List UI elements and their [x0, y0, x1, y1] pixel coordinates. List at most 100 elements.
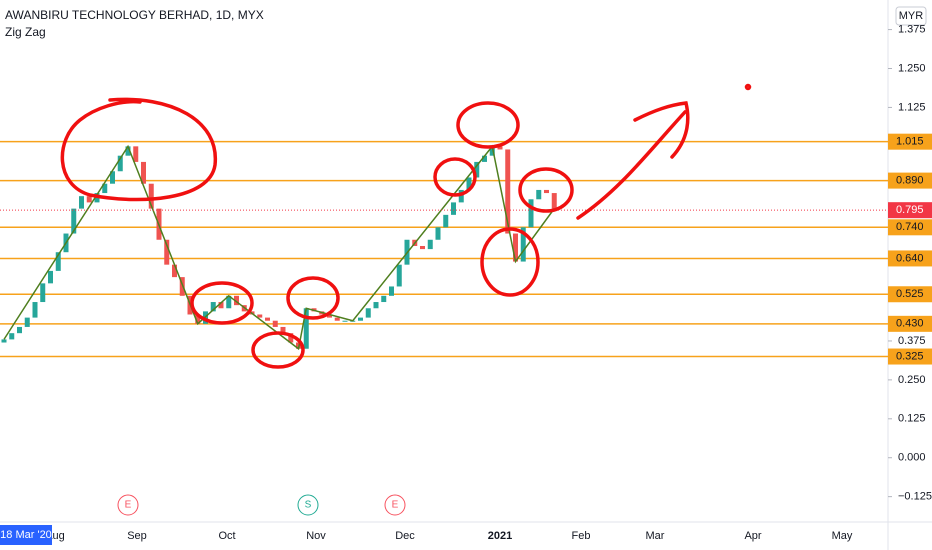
level-label: 1.015	[896, 136, 924, 148]
currency[interactable]: MYR	[899, 10, 924, 22]
candle	[420, 245, 425, 250]
candle	[358, 317, 363, 321]
candle	[327, 314, 332, 318]
candle	[489, 146, 495, 156]
y-tick-label: 1.125	[898, 101, 926, 113]
currency-box[interactable]	[895, 6, 927, 26]
y-tick-label: 0.375	[898, 335, 926, 347]
level-label: 0.740	[896, 221, 924, 233]
candle	[520, 227, 526, 262]
candle	[48, 270, 53, 284]
candle	[24, 317, 30, 327]
candle	[365, 308, 371, 318]
drawing	[480, 227, 540, 297]
date-badge-box	[0, 525, 52, 545]
candle	[303, 308, 309, 349]
chart-title: AWANBIRU TECHNOLOGY BERHAD, 1D, MYX	[5, 8, 264, 22]
candle	[544, 189, 549, 194]
x-tick-label: Oct	[218, 530, 235, 542]
y-tick-label: 0.000	[898, 452, 926, 464]
x-tick-label: Feb	[572, 530, 591, 542]
level-label: 0.640	[896, 252, 924, 264]
level-box	[888, 315, 932, 332]
y-tick-label: 0.250	[898, 374, 926, 386]
candle	[17, 326, 22, 334]
candle	[280, 326, 286, 334]
event-label: S	[305, 500, 312, 511]
drawing	[251, 331, 305, 369]
candle	[110, 171, 115, 184]
candle	[210, 302, 216, 312]
candle	[342, 320, 348, 322]
last-price-label: 0.795	[896, 204, 924, 216]
candle	[257, 314, 263, 318]
candle	[218, 302, 224, 309]
candle	[334, 317, 340, 321]
candle	[55, 252, 61, 271]
date-badge: 18 Mar '20	[0, 529, 52, 541]
hand-drawings	[60, 83, 752, 369]
event-label: E	[392, 500, 399, 511]
x-tick-label: Nov	[306, 530, 326, 542]
level-box	[888, 250, 932, 267]
candle	[125, 146, 131, 156]
x-tick-label: Mar	[646, 530, 665, 542]
x-tick-label: Apr	[744, 530, 761, 542]
candle	[482, 155, 487, 162]
candle	[1, 339, 7, 343]
candle	[474, 161, 480, 178]
candle	[141, 161, 146, 184]
candle	[102, 183, 108, 194]
candle	[272, 320, 278, 327]
drawing	[576, 101, 690, 220]
candle	[528, 199, 534, 228]
candle	[497, 146, 503, 150]
candle	[195, 314, 201, 324]
candle	[133, 146, 139, 162]
candle	[373, 302, 379, 309]
candle	[435, 227, 441, 240]
y-tick-label: 0.125	[898, 413, 926, 425]
candle	[71, 208, 77, 234]
candle	[226, 295, 232, 309]
candle	[234, 295, 239, 306]
candle	[396, 264, 402, 287]
event-label: E	[125, 500, 132, 511]
candle	[40, 283, 46, 303]
candle	[381, 295, 387, 303]
drawing	[60, 97, 217, 202]
drawing	[190, 281, 254, 325]
drawing	[433, 157, 477, 197]
drawing	[744, 83, 752, 91]
candle	[451, 202, 456, 215]
indicator-name[interactable]: Zig Zag	[5, 25, 46, 39]
level-label: 0.325	[896, 350, 924, 362]
y-tick-label: −0.125	[898, 491, 932, 503]
level-box	[888, 219, 932, 236]
candle	[117, 155, 123, 172]
x-tick-label: Dec	[395, 530, 415, 542]
event-marker	[384, 494, 406, 516]
candle	[466, 177, 472, 190]
candle	[288, 333, 294, 343]
level-box	[888, 348, 932, 365]
drawing	[286, 276, 340, 320]
level-box	[888, 286, 932, 303]
y-tick-label: 1.375	[898, 23, 926, 35]
candle	[79, 196, 84, 209]
level-label: 0.525	[896, 288, 924, 300]
candle	[551, 193, 557, 209]
candle	[513, 233, 518, 262]
candle	[265, 317, 270, 321]
last-price-box	[888, 202, 932, 219]
drawing	[518, 167, 574, 213]
candle	[389, 286, 394, 296]
candle	[536, 189, 542, 200]
event-marker	[297, 494, 319, 516]
candle	[32, 302, 38, 318]
y-tick-label: 1.250	[898, 62, 926, 74]
drawing	[456, 101, 520, 149]
level-box	[888, 133, 932, 150]
